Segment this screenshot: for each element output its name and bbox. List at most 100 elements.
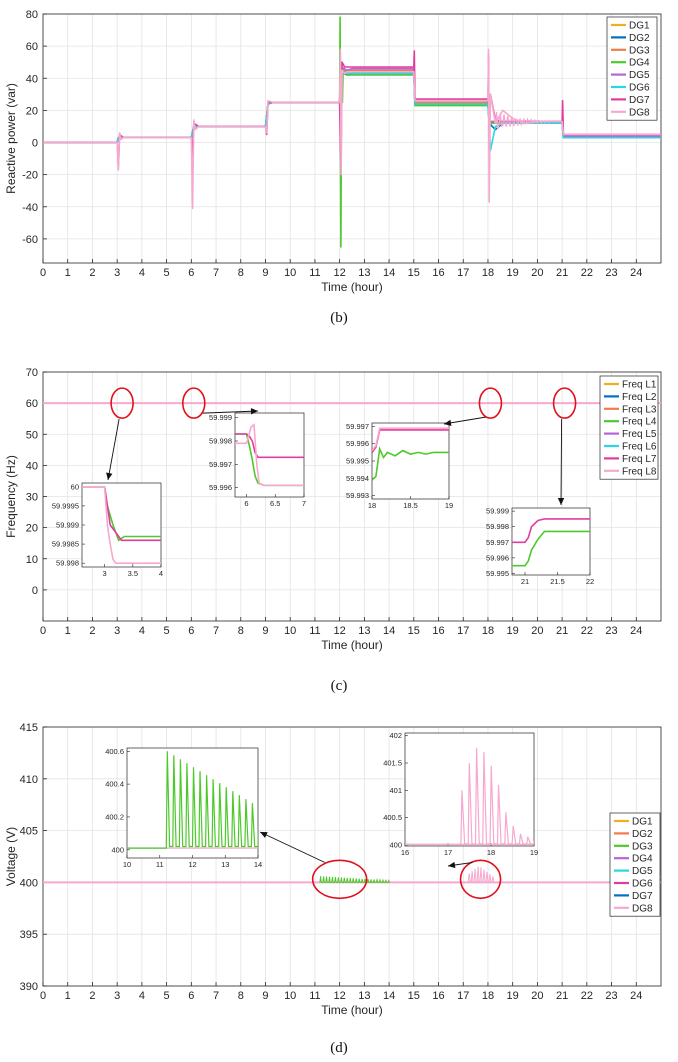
y-axis-label: Reactive power (var): [4, 83, 18, 194]
x-tick-label: 5: [164, 625, 170, 637]
inset-y-tick-label: 59.995: [346, 457, 369, 466]
x-tick-label: 11: [309, 625, 320, 637]
inset-c1: 6 6.5 7 59.996 59.997 59.998 59.999: [209, 412, 306, 508]
inset-y-tick-label: 59.993: [346, 491, 369, 500]
y-tick-label: 70: [26, 367, 38, 379]
x-tick-label: 24: [630, 625, 642, 637]
x-tick-label: 14: [383, 625, 395, 637]
inset-y-tick-label: 59.995: [486, 569, 509, 578]
inset-lines: [82, 485, 161, 565]
x-axis-label: Time (hour): [321, 1003, 383, 1017]
legend-entry: Freq L7: [622, 454, 657, 465]
arrow-shaft: [107, 419, 120, 481]
x-tick-label: 18: [482, 267, 494, 279]
y-tick-label: 410: [20, 774, 38, 786]
x-tick-label: 9: [262, 625, 268, 637]
legend-entry: DG7: [632, 891, 653, 902]
inset-x-tick-label: 18.5: [403, 501, 418, 510]
y-tick-label: 60: [26, 41, 38, 53]
y-tick-label: 405: [20, 826, 38, 838]
legend-entry: DG1: [632, 817, 653, 828]
x-tick-label: 21: [556, 990, 568, 1002]
inset-y-tick-label: 59.998: [209, 437, 232, 446]
legend-entry: Freq L6: [622, 442, 657, 453]
inset-y-tick-label: 402: [389, 731, 402, 740]
legend-box: [606, 16, 658, 121]
x-tick-label: 23: [605, 625, 617, 637]
x-tick-label: 8: [238, 267, 244, 279]
inset-frame: [234, 412, 305, 498]
x-tick-label: 23: [605, 990, 617, 1002]
inset-x-tick-label: 7: [302, 499, 306, 508]
y-axis-label: Frequency (Hz): [4, 455, 18, 538]
highlight-circle: [459, 859, 502, 900]
x-tick-label: 5: [164, 990, 170, 1002]
x-tick-label: 20: [531, 625, 543, 637]
x-tick-label: 11: [309, 990, 320, 1002]
inset-x-tick-label: 18: [368, 501, 376, 510]
legend-entry: DG4: [632, 854, 653, 865]
arrow-shaft: [259, 831, 325, 863]
x-axis-label: Time (hour): [321, 638, 383, 652]
inset-y-tick-label: 400.5: [383, 813, 402, 822]
inset-y-tick-label: 59.997: [486, 538, 509, 547]
inset-y-tick-label: 59.998: [486, 522, 509, 531]
inset-series-freq-l4: [372, 445, 449, 481]
y-axis-label: Voltage (V): [4, 827, 18, 886]
inset-y-tick-label: 59.996: [346, 439, 369, 448]
series-group: [43, 866, 662, 884]
inset-x-tick-label: 21.5: [550, 577, 565, 586]
legend-entry: DG8: [632, 903, 653, 914]
x-tick-label: 17: [457, 625, 469, 637]
legend-entry: DG6: [632, 879, 653, 890]
inset-series-freq-l7: [235, 433, 304, 459]
x-tick-label: 22: [581, 625, 593, 637]
x-tick-label: 8: [238, 990, 244, 1002]
inset-series-freq-l7: [512, 518, 590, 544]
x-tick-label: 11: [309, 267, 320, 279]
inset-x-tick-label: 19: [530, 848, 538, 857]
x-tick-label: 1: [65, 990, 71, 1002]
x-tick-label: 18: [482, 625, 494, 637]
inset-c0: 3 3.5 4 59.998 59.9985 59.999 59.9995 60: [52, 482, 163, 578]
x-tick-label: 10: [284, 267, 296, 279]
series-dg3-ripple: [319, 876, 391, 883]
legend-entry: Freq L3: [622, 404, 657, 415]
legend-entry: DG5: [629, 70, 650, 81]
legend-box: [599, 375, 659, 480]
x-tick-label: 21: [556, 625, 568, 637]
inset-y-tick-label: 59.997: [346, 422, 369, 431]
inset-frame: [371, 422, 450, 500]
inset-series-freq-l4: [512, 530, 590, 567]
inset-y-tick-label: 400.2: [105, 812, 124, 821]
inset-frame: [81, 482, 162, 568]
arrow-head: [260, 832, 268, 838]
x-tick-label: 7: [213, 990, 219, 1002]
inset-y-tick-label: 59.996: [486, 553, 509, 562]
x-tick-label: 3: [114, 267, 120, 279]
legend-entry: DG5: [632, 866, 653, 877]
x-tick-label: 7: [213, 625, 219, 637]
arrow-head: [557, 497, 565, 505]
arrow-inset-d0: [259, 831, 325, 863]
arrow-inset-c0: [106, 419, 120, 481]
inset-series-freq-l8: [82, 485, 161, 565]
axes-frame: [42, 726, 662, 987]
y-tick-label: 10: [26, 554, 38, 566]
y-tick-label: 0: [32, 585, 38, 597]
series-group: [43, 16, 661, 248]
y-tick-label: 40: [26, 73, 38, 85]
arrow-head: [448, 861, 456, 869]
inset-y-tick-label: 59.996: [209, 483, 232, 492]
series-dg8-oscillation: [494, 111, 552, 130]
legend-entry: DG8: [629, 107, 650, 118]
x-tick-label: 10: [284, 990, 296, 1002]
axes-b: 0 1 2 3 4 5 6 7 8 9 10 11 12 13 14 15 16 17 18 19 20 21 22 23 24…: [4, 9, 662, 294]
x-tick-label: 15: [408, 625, 420, 637]
x-tick-label: 16: [432, 625, 444, 637]
inset-c3: 21 21.5 22 59.995 59.996 59.997 59.998 59.999: [486, 507, 594, 586]
arrow-head: [106, 472, 113, 480]
inset-y-tick-label: 59.998: [56, 559, 79, 568]
